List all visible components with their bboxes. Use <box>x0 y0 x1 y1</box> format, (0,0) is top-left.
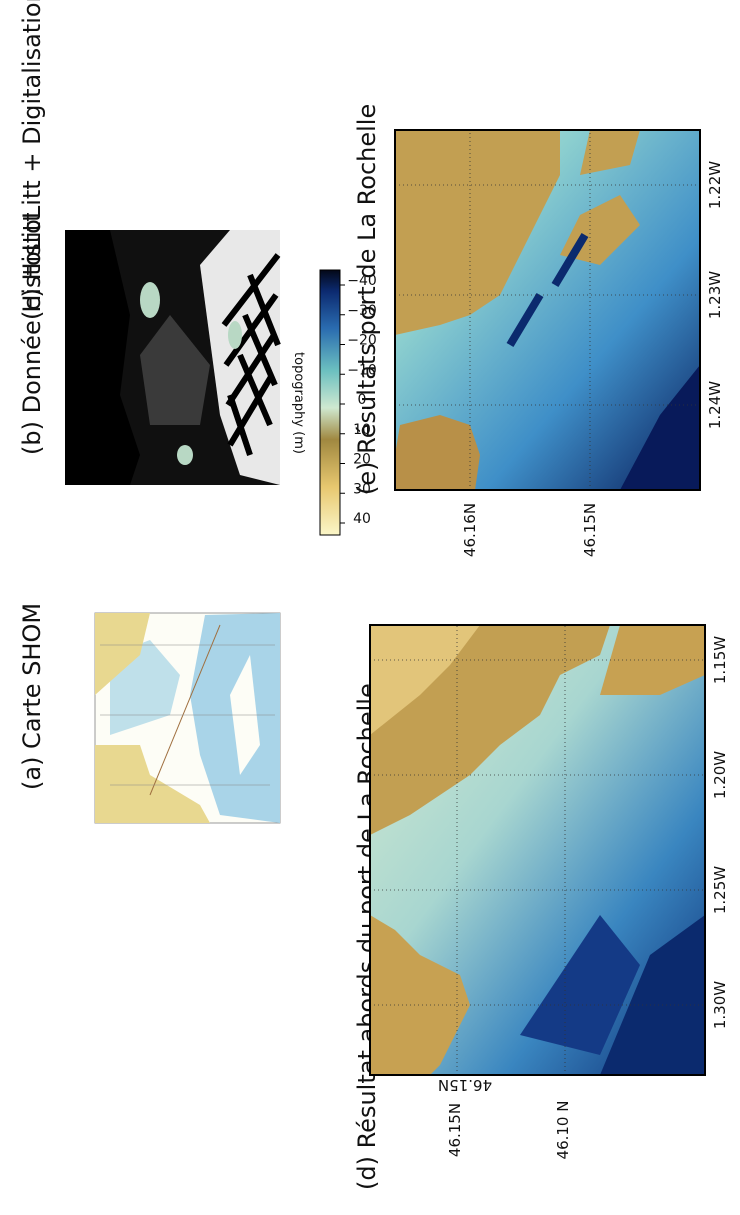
colorbar-d-tick-label: 20 <box>353 452 371 468</box>
panel-e-axes: 46.16N 46.15N 1.24W 1.23W 1.22W <box>461 161 724 557</box>
x-tick-e-2: 1.23W <box>706 271 724 319</box>
x-tick-d-1: 1.30W <box>711 981 729 1029</box>
colorbar-d-label: topography (m) <box>291 352 306 454</box>
x-tick-e-3: 1.22W <box>706 161 724 209</box>
panel-c: (c) HistoLitt + Digitalisation <box>18 0 46 320</box>
map-d <box>369 624 706 1076</box>
panel-d: (d) Résultat abords du port de La Rochel… <box>291 269 729 1190</box>
panel-a: (a) Carte SHOM <box>18 603 281 824</box>
colorbar-d-tick-label: −30 <box>347 303 377 319</box>
colorbar-d-tick-label: −10 <box>347 362 377 378</box>
y-label-d-46-10: 46.10 N <box>554 1101 572 1160</box>
colorbar-d-tick-label: −20 <box>347 333 377 349</box>
y-tick-e-2: 46.15N <box>581 503 599 557</box>
colorbar-d-tick-label: 10 <box>353 422 371 438</box>
x-tick-d-3: 1.20W <box>711 751 729 799</box>
shom-chart-image <box>94 612 281 824</box>
colorbar-d-tick-label: −40 <box>347 273 377 289</box>
x-tick-d-2: 1.25W <box>711 866 729 914</box>
y-label-d-46-15: 46.15N <box>446 1103 464 1157</box>
panel-a-title: (a) Carte SHOM <box>18 603 46 790</box>
histolitt-image <box>65 230 281 485</box>
panel-c-title: (c) HistoLitt + Digitalisation <box>18 0 46 320</box>
colorbar-d-tick-label: 40 <box>353 511 371 527</box>
x-tick-d-4: 1.15W <box>711 636 729 684</box>
map-e <box>394 129 701 491</box>
panel-d-y-axis: 46.15N <box>438 1076 492 1094</box>
panel-e: (e) Résultats port de La Rochelle <box>353 104 724 557</box>
colorbar-d-tick-label: 0 <box>358 392 367 408</box>
colorbar-d: topography (m) 40 30 20 10 0 −10 −20 −30 −40 <box>291 269 377 536</box>
x-tick-e-1: 1.24W <box>706 381 724 429</box>
panel-e-title: (e) Résultats port de La Rochelle <box>353 104 381 495</box>
panel-b: (b) Donnée HistoLitt <box>18 212 281 485</box>
colorbar-d-tick-label: 30 <box>353 481 371 497</box>
panel-b-title: (b) Donnée HistoLitt <box>18 212 46 455</box>
y-tick-d-1: 46.15N <box>438 1076 492 1094</box>
y-tick-e-1: 46.16N <box>461 503 479 557</box>
panel-d-x-axis: 46.15N 46.10 N 1.30W 1.25W 1.20W 1.15W <box>446 636 729 1160</box>
